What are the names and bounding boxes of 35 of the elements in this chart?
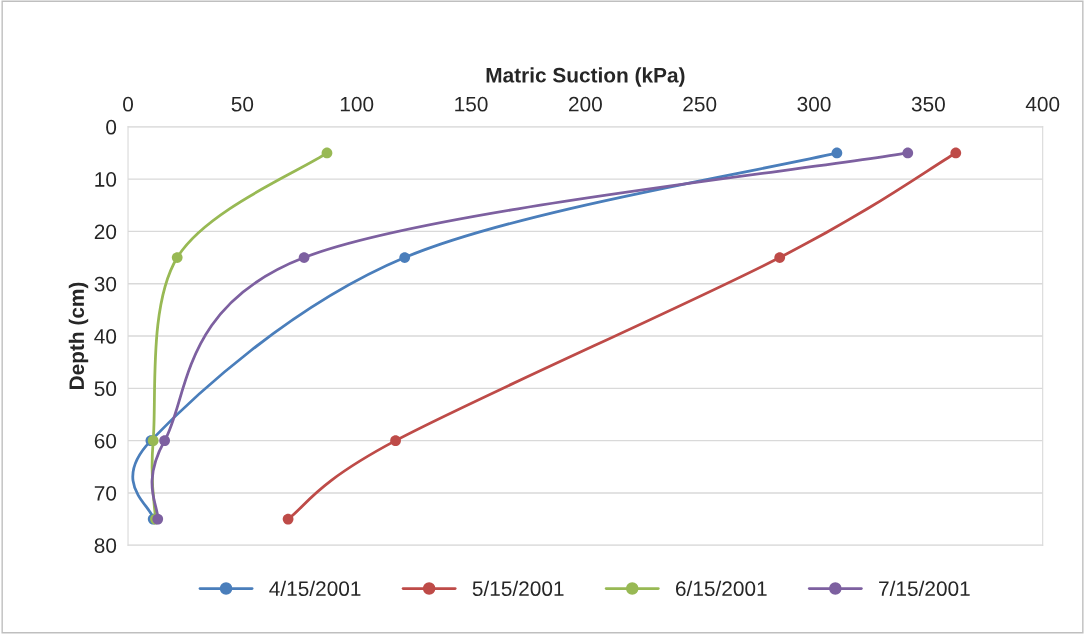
y-tick-label: 0 [106, 119, 117, 135]
y-tick-label: 70 [94, 485, 117, 501]
point [171, 252, 183, 263]
x-tick-label: 400 [1025, 96, 1060, 112]
x-tick-label: 0 [123, 96, 134, 112]
x-tick-label: 50 [231, 96, 254, 112]
legend-label: 5/15/2001 [472, 580, 564, 597]
point [774, 252, 786, 263]
y-axis-title: Depth (cm) [68, 282, 89, 390]
legend-label: 7/15/2001 [879, 580, 970, 597]
point [282, 513, 294, 525]
point [159, 435, 170, 447]
y-tick-label: 10 [95, 172, 117, 187]
point [950, 147, 962, 159]
x-tick-label: 250 [683, 96, 717, 112]
x-axis-title: Matric Suction (kPa) [486, 67, 685, 87]
y-tick-label: 40 [94, 329, 117, 344]
legend-label: 6/15/2001 [676, 580, 767, 597]
x-tick-label: 100 [340, 96, 374, 112]
x-tick-label: 150 [455, 96, 488, 112]
point [902, 147, 914, 159]
point [390, 435, 401, 447]
point [321, 147, 333, 159]
y-tick-label: 20 [94, 224, 117, 240]
x-tick-label: 350 [911, 96, 945, 112]
y-tick-label: 50 [94, 381, 117, 397]
y-tick-label: 30 [94, 276, 117, 292]
x-tick-label: 200 [569, 96, 602, 112]
y-tick-label: 60 [94, 433, 117, 449]
legend-label: 4/15/2001 [269, 580, 361, 597]
x-tick-label: 300 [797, 96, 831, 112]
y-tick-label: 80 [94, 538, 117, 553]
point [831, 147, 843, 159]
point [298, 252, 310, 263]
point [399, 252, 411, 263]
